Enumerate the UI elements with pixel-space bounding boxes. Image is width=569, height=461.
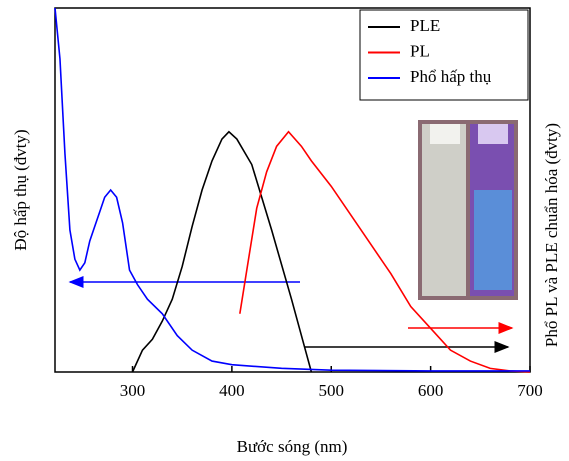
x-tick-label: 400 xyxy=(219,381,245,400)
x-axis-label: Bước sóng (nm) xyxy=(237,437,348,456)
series-line xyxy=(54,7,530,372)
series-line xyxy=(239,130,531,373)
x-tick-label: 500 xyxy=(319,381,345,400)
y-axis-label: Độ hấp thụ (đvty) xyxy=(11,129,30,250)
x-tick-label: 700 xyxy=(517,381,543,400)
legend xyxy=(359,9,529,101)
series-line xyxy=(131,130,313,373)
plot-frame xyxy=(54,7,531,373)
legend-label: PLE xyxy=(410,16,440,35)
legend-label: PL xyxy=(410,41,430,60)
inset-photo xyxy=(418,120,518,300)
x-tick-label: 600 xyxy=(418,381,444,400)
y2-axis-label: Phổ PL và PLE chuẩn hóa (đvty) xyxy=(542,123,561,347)
x-tick-label: 300 xyxy=(120,381,146,400)
legend-label: Phổ hấp thụ xyxy=(410,67,492,86)
